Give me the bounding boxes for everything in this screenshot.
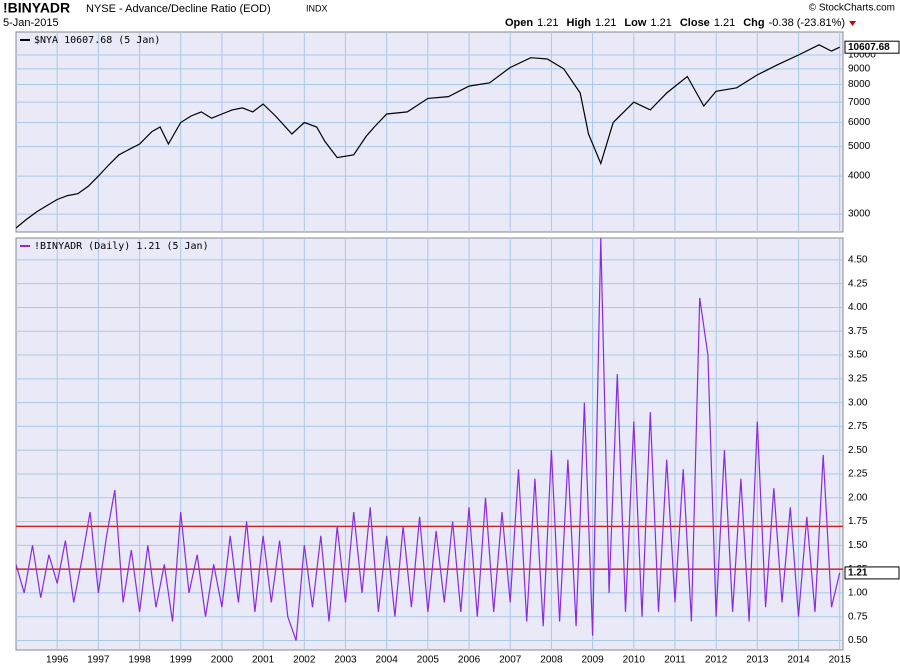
y-tick-label: 3.00 [848,397,868,408]
x-tick-label: 2013 [746,655,769,666]
x-tick-label: 2009 [581,655,604,666]
quote-label: Open [505,17,533,29]
x-tick-label: 1999 [170,655,193,666]
quote-value: 1.21 [537,17,558,29]
description: NYSE - Advance/Decline Ratio (EOD) [86,3,271,15]
y-tick-label: 2.75 [848,421,868,432]
y-tick-label: 2.25 [848,469,868,480]
y-tick-label: 2.50 [848,445,868,456]
quote-label: Chg [743,17,764,29]
y-tick-label: 4.25 [848,278,868,289]
y-tick-label: 3.75 [848,326,868,337]
x-tick-label: 2003 [334,655,357,666]
x-tick-label: 2007 [499,655,522,666]
y-tick-label: 1.75 [848,516,868,527]
x-tick-label: 2014 [787,655,810,666]
x-tick-label: 1996 [46,655,69,666]
plot-area [15,237,844,651]
y-tick-label: 0.50 [848,635,868,646]
x-tick-label: 2005 [417,655,440,666]
plot-area [15,31,844,233]
y-tick-label: 7000 [848,97,871,108]
exchange: INDX [306,3,328,13]
last-value-label: 10607.68 [848,42,890,53]
x-tick-label: 2006 [458,655,481,666]
last-value-label: 1.21 [848,568,868,579]
quote-label: High [567,17,592,29]
x-tick-label: 2001 [252,655,275,666]
symbol: !BINYADR [3,0,70,16]
y-tick-label: 0.75 [848,611,868,622]
series-line [16,44,840,229]
y-tick-label: 6000 [848,117,871,128]
x-tick-label: 2012 [705,655,728,666]
quote-value: 1.21 [650,17,671,29]
x-tick-label: 2002 [293,655,316,666]
y-tick-label: 1.50 [848,540,868,551]
y-tick-label: 10000 [848,50,876,61]
x-tick-label: 2015 [829,655,852,666]
last-value-tag [844,40,900,54]
x-tick-label: 2011 [664,655,686,666]
quote-value: -0.38 (-23.81%) [769,17,845,29]
brand: © StockCharts.com [809,3,895,14]
x-tick-label: 1997 [87,655,110,666]
quote-label: Close [680,17,710,29]
y-tick-label: 3.50 [848,350,868,361]
y-tick-label: 4.00 [848,302,868,313]
x-tick-label: 1998 [128,655,151,666]
y-tick-label: 4.50 [848,255,868,266]
series-line [16,238,841,641]
y-tick-label: 1.00 [848,588,868,599]
x-tick-label: 2004 [376,655,399,666]
y-tick-label: 2.00 [848,492,868,503]
y-tick-label: 3000 [848,209,871,220]
down-arrow [849,21,857,26]
quote-label: Low [624,17,646,29]
x-tick-label: 2000 [211,655,234,666]
legend-label: !BINYADR (Daily) 1.21 (5 Jan) [34,241,209,252]
quote-value: 1.21 [714,17,735,29]
y-tick-label: 4000 [848,171,871,182]
x-tick-label: 2008 [540,655,563,666]
quote-value: 1.21 [595,17,616,29]
legend-label: $NYA 10607.68 (5 Jan) [34,35,160,46]
last-value-tag [844,566,900,580]
date: 5-Jan-2015 [3,17,59,29]
y-tick-label: 8000 [848,79,871,90]
x-tick-label: 2010 [623,655,646,666]
y-tick-label: 3.25 [848,373,868,384]
y-tick-label: 5000 [848,141,871,152]
y-tick-label: 9000 [848,64,871,75]
